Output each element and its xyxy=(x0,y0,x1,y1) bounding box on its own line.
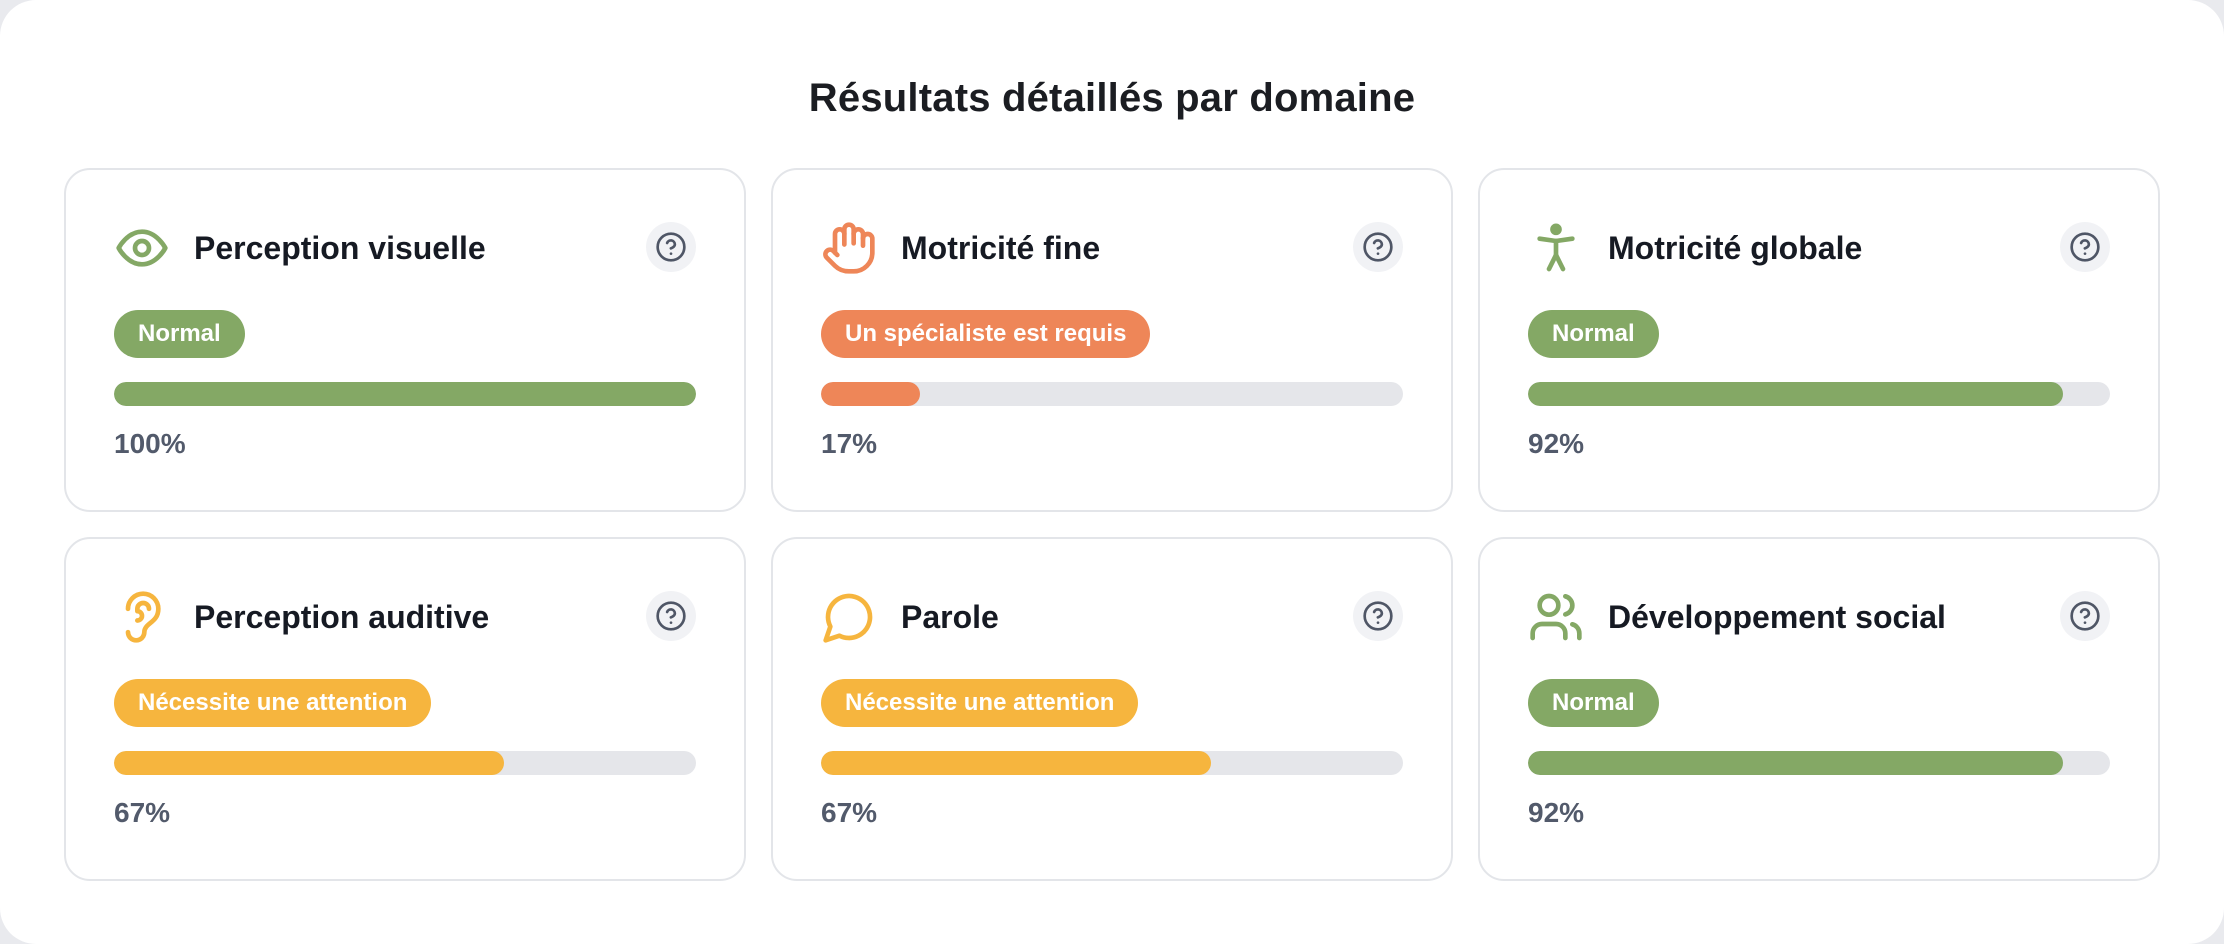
progress-fill xyxy=(114,751,504,775)
domain-card-gross-motor: Motricité globale Normal 92% xyxy=(1478,168,2160,512)
domain-card-social-development: Développement social Normal 92% xyxy=(1478,537,2160,881)
domain-card-auditory-perception: Perception auditive Nécessite une attent… xyxy=(64,537,746,881)
help-circle-icon xyxy=(655,600,687,632)
card-title: Parole xyxy=(901,599,999,635)
eye-icon xyxy=(114,220,170,276)
users-icon xyxy=(1528,589,1584,645)
domain-card-visual-perception: Perception visuelle Normal 100% xyxy=(64,168,746,512)
card-title: Développement social xyxy=(1608,599,1946,635)
help-button[interactable] xyxy=(1353,222,1403,272)
progress-bar xyxy=(114,751,696,775)
percent-value: 67% xyxy=(821,797,878,828)
status-badge: Normal xyxy=(1528,679,1659,727)
domain-card-fine-motor: Motricité fine Un spécialiste est requis… xyxy=(771,168,1453,512)
help-circle-icon xyxy=(655,231,687,263)
progress-bar xyxy=(114,382,696,406)
percent-value: 67% xyxy=(114,797,171,828)
card-title: Perception auditive xyxy=(194,599,490,635)
speech-bubble-icon xyxy=(821,589,877,645)
percent-value: 92% xyxy=(1528,428,1585,459)
progress-bar xyxy=(1528,382,2110,406)
progress-fill xyxy=(1528,751,2064,775)
person-standing-icon xyxy=(1528,220,1584,276)
percent-value: 92% xyxy=(1528,797,1585,828)
help-circle-icon xyxy=(2069,231,2101,263)
help-circle-icon xyxy=(1362,231,1394,263)
percent-value: 17% xyxy=(821,428,878,459)
help-button[interactable] xyxy=(1353,591,1403,641)
progress-bar xyxy=(821,751,1403,775)
help-circle-icon xyxy=(1362,600,1394,632)
card-title: Motricité fine xyxy=(901,230,1101,266)
card-title: Motricité globale xyxy=(1608,230,1863,266)
help-button[interactable] xyxy=(2060,222,2110,272)
status-badge: Nécessite une attention xyxy=(821,679,1139,727)
hand-icon xyxy=(821,220,877,276)
domain-card-speech: Parole Nécessite une attention 67% xyxy=(771,537,1453,881)
progress-bar xyxy=(1528,751,2110,775)
help-button[interactable] xyxy=(2060,591,2110,641)
progress-fill xyxy=(821,382,920,406)
progress-fill xyxy=(114,382,696,406)
card-title: Perception visuelle xyxy=(194,230,486,266)
help-button[interactable] xyxy=(646,222,696,272)
ear-icon xyxy=(114,589,170,645)
status-badge: Normal xyxy=(1528,310,1659,358)
progress-bar xyxy=(821,382,1403,406)
help-circle-icon xyxy=(2069,600,2101,632)
progress-fill xyxy=(821,751,1211,775)
domain-cards-grid: Perception visuelle Normal 100% xyxy=(64,168,2160,881)
progress-fill xyxy=(1528,382,2064,406)
status-badge: Un spécialiste est requis xyxy=(821,310,1151,358)
status-badge: Normal xyxy=(114,310,245,358)
help-button[interactable] xyxy=(646,591,696,641)
status-badge: Nécessite une attention xyxy=(114,679,432,727)
page-title: Résultats détaillés par domaine xyxy=(808,76,1416,120)
percent-value: 100% xyxy=(114,428,186,459)
